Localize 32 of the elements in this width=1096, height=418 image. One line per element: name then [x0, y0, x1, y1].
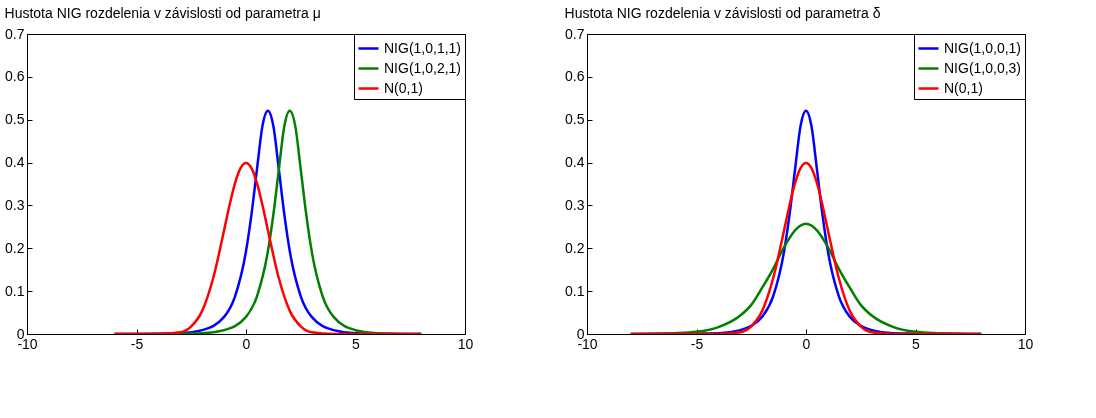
y-tick-label: 0.2: [565, 239, 585, 256]
y-tick-label: 0.1: [565, 282, 585, 299]
y-tick-label: 0.4: [5, 154, 25, 171]
legend-label: N(0,1): [384, 79, 423, 96]
y-tick-label: 0.3: [5, 196, 25, 213]
y-tick-label: 0.7: [565, 25, 585, 42]
y-tick-label: 0.5: [565, 111, 585, 128]
x-tick-label: 10: [1017, 335, 1034, 352]
y-tick-label: 0.2: [5, 239, 25, 256]
legend-label: NIG(1,0,1,1): [384, 39, 462, 56]
y-tick-label: 0.6: [5, 68, 25, 85]
x-tick-label: -5: [130, 335, 144, 352]
legend-label: N(0,1): [944, 79, 983, 96]
x-tick-label: 10: [457, 335, 474, 352]
y-tick-label: 0.1: [5, 282, 25, 299]
legend-label: NIG(1,0,2,1): [384, 59, 462, 76]
legend-label: NIG(1,0,0,3): [944, 59, 1022, 76]
y-tick-label: 0.3: [565, 196, 585, 213]
y-tick-label: 0.7: [5, 25, 25, 42]
x-tick-label: 0: [802, 335, 811, 352]
chart-title: Hustota NIG rozdelenia v závislosti od parametra μ: [4, 5, 321, 21]
x-tick-label: -5: [690, 335, 704, 352]
line-series: [629, 161, 983, 334]
x-tick-label: 5: [912, 335, 921, 352]
y-tick-label: 0.5: [5, 111, 25, 128]
y-tick-label: 0.6: [565, 68, 585, 85]
x-tick-label: 5: [352, 335, 361, 352]
chart-title: Hustota NIG rozdelenia v závislosti od parametra δ: [564, 5, 881, 21]
line-series: [113, 161, 423, 334]
y-tick-label: 0.4: [565, 154, 585, 171]
legend-label: NIG(1,0,0,1): [944, 39, 1022, 56]
x-tick-label: 0: [242, 335, 251, 352]
